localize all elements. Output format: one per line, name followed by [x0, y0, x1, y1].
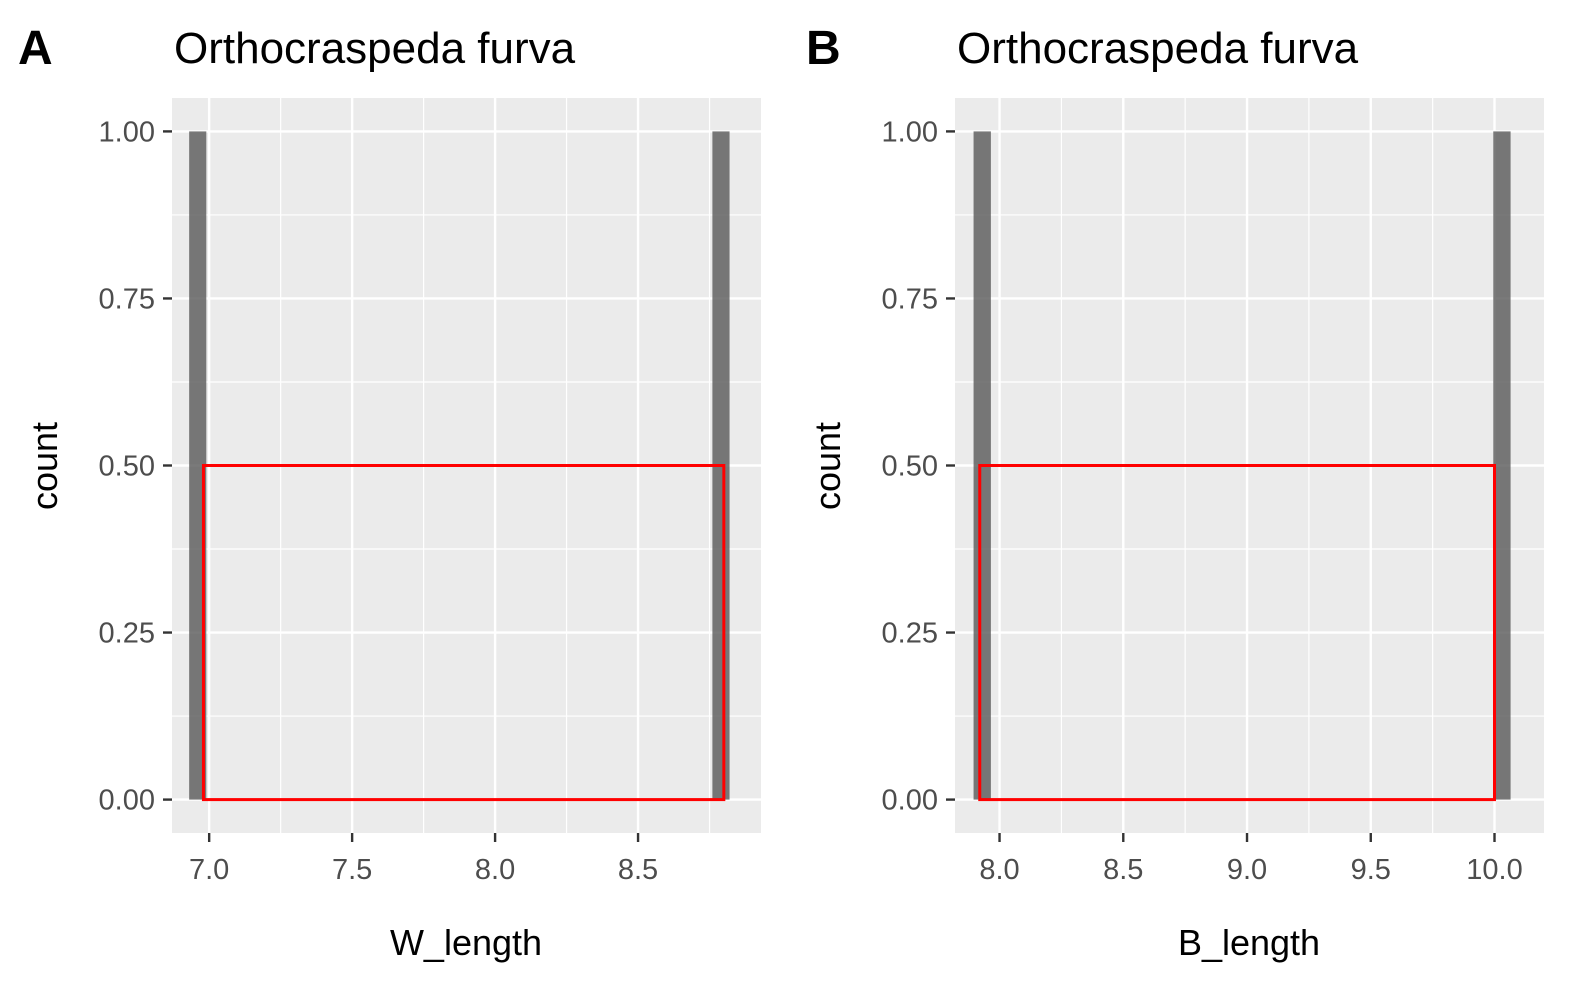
- panel-a-x-tick-label: 8.0: [475, 854, 515, 886]
- panel-b-tag: B: [806, 22, 841, 75]
- panel-a-y-tick-label: 0.00: [99, 785, 155, 817]
- panel-b-x-tick-label: 9.0: [1227, 854, 1267, 886]
- panel-b-y-tick-label: 0.50: [882, 451, 938, 483]
- panel-b-bar-2: [1493, 131, 1511, 800]
- panel-a-tag: A: [18, 22, 53, 75]
- panel-b-x-tick-label: 9.5: [1351, 854, 1391, 886]
- panel-a-y-tick-label: 1.00: [99, 116, 155, 148]
- panel-a-overlay-rect: [201, 464, 726, 802]
- panel-b-y-tick-label: 1.00: [882, 116, 938, 148]
- panel-a-y-axis-title: count: [24, 422, 65, 510]
- panel-a-y-tick-label: 0.25: [99, 618, 155, 650]
- panel-a-plot: 0.00 0.25 0.50 0.75 1.00 7.0 7.5 8.0 8.5: [99, 98, 761, 886]
- panel-b-y-tick-label: 0.25: [882, 618, 938, 650]
- panel-a-x-tick-label: 7.5: [332, 854, 372, 886]
- panel-b-title: Orthocraspeda furva: [957, 24, 1359, 73]
- panel-b-y-axis-title: count: [807, 422, 848, 510]
- panel-b-y-tick-label: 0.00: [882, 785, 938, 817]
- panel-a-y-tick-label: 0.50: [99, 451, 155, 483]
- panel-b-x-tick-label: 10.0: [1466, 854, 1522, 886]
- panel-b-x-tick-label: 8.0: [979, 854, 1019, 886]
- panel-a: A Orthocraspeda furva 0.00 0.25 0.50 0.75 1.…: [18, 22, 761, 963]
- panel-a-x-tick-label: 7.0: [189, 854, 229, 886]
- panel-a-x-tick-label: 8.5: [618, 854, 658, 886]
- panel-b-overlay-rect: [978, 464, 1497, 802]
- panel-b-x-tick-label: 8.5: [1103, 854, 1143, 886]
- panel-a-y-tick-label: 0.75: [99, 283, 155, 315]
- panel-b-plot: 0.00 0.25 0.50 0.75 1.00 8.0 8.5 9.0 9.5 10.0: [882, 98, 1544, 886]
- panel-b: B Orthocraspeda furva 0.00 0.25 0.50 0.75 1.…: [806, 22, 1544, 963]
- panel-a-x-axis-title: W_length: [390, 922, 542, 963]
- panel-b-x-axis-title: B_length: [1178, 922, 1320, 963]
- panel-b-y-tick-label: 0.75: [882, 283, 938, 315]
- panel-a-title: Orthocraspeda furva: [174, 24, 576, 73]
